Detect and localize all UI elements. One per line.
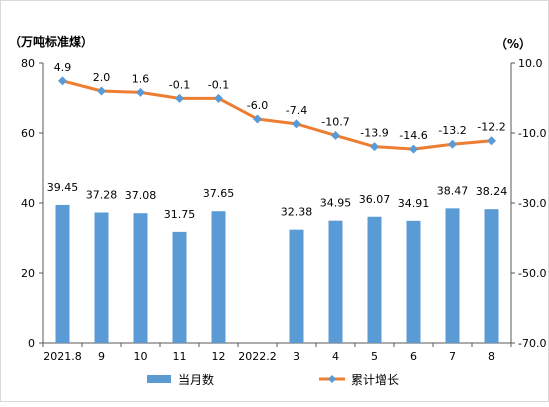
line-data-label: -13.9 xyxy=(360,127,388,140)
bar xyxy=(484,209,499,343)
x-axis-tick-label: 3 xyxy=(293,350,300,363)
x-axis-tick-label: 2022.2 xyxy=(238,350,277,363)
legend-bar-label: 当月数 xyxy=(178,372,214,387)
x-axis-tick-label: 5 xyxy=(371,350,378,363)
line-point xyxy=(331,130,340,140)
x-axis-tick-label: 11 xyxy=(173,350,187,363)
x-axis-tick-label: 7 xyxy=(449,350,456,363)
line-path xyxy=(62,79,492,151)
left-axis-tick-label: 80 xyxy=(21,57,35,70)
x-axis-tick-label: 9 xyxy=(98,350,105,363)
bar-data-label: 37.28 xyxy=(86,189,118,202)
bar xyxy=(406,220,421,343)
line-point xyxy=(175,93,184,103)
bar xyxy=(289,229,304,343)
line-data-label: -14.6 xyxy=(399,129,427,142)
line-point xyxy=(214,93,223,103)
bar-series: 39.45 37.28 37.08 31.75 37.65 32.38 34.95 36.07… xyxy=(47,181,508,343)
line-data-label: -0.1 xyxy=(208,78,229,91)
bar xyxy=(172,231,187,343)
line-point xyxy=(136,87,145,97)
left-axis-tick-label: 0 xyxy=(28,337,35,350)
line-data-label: -10.7 xyxy=(321,115,349,128)
line-data-label: -13.2 xyxy=(438,124,466,137)
bar-data-label: 39.45 xyxy=(47,181,79,194)
bar xyxy=(55,204,70,343)
line-point xyxy=(487,136,496,146)
right-axis-tick-label: -30.0 xyxy=(518,197,546,210)
right-axis-unit-label: （%） xyxy=(495,36,531,51)
bar xyxy=(367,216,382,343)
bar xyxy=(133,213,148,343)
legend: 当月数 累计增长 xyxy=(147,372,399,387)
bar xyxy=(94,212,109,343)
bar xyxy=(328,220,343,343)
line-point xyxy=(253,114,262,124)
bar-data-label: 37.08 xyxy=(125,189,157,202)
right-axis-tick-label: 10.0 xyxy=(518,57,543,70)
line-point xyxy=(370,142,379,152)
x-axis-tick-label: 6 xyxy=(410,350,417,363)
bar xyxy=(211,211,226,343)
line-data-label: 1.6 xyxy=(132,72,150,85)
bar-data-label: 34.91 xyxy=(398,197,430,210)
bar-data-label: 34.95 xyxy=(320,197,352,210)
left-axis-tick-label: 20 xyxy=(21,267,35,280)
right-axis-tick-label: -70.0 xyxy=(518,337,546,350)
x-axis-tick-label: 2021.8 xyxy=(43,350,82,363)
line-data-label: -6.0 xyxy=(247,99,268,112)
line-data-label: -7.4 xyxy=(286,104,307,117)
bar-data-label: 31.75 xyxy=(164,208,196,221)
line-data-label: 4.9 xyxy=(54,61,72,74)
left-axis-unit-label: （万吨标准煤） xyxy=(9,34,93,49)
x-axis-tick-label: 4 xyxy=(332,350,339,363)
legend-bar-swatch xyxy=(147,375,171,383)
line-series: 4.9 2.0 1.6 -0.1 -0.1 -6.0 -7.4 -10.7 -13.9 -14.6… xyxy=(54,61,506,154)
legend-line-label: 累计增长 xyxy=(351,373,399,387)
line-data-label: 2.0 xyxy=(93,71,111,84)
line-point xyxy=(448,139,457,149)
left-axis-tick-label: 60 xyxy=(21,127,35,140)
line-point xyxy=(58,76,67,86)
bar-data-label: 38.24 xyxy=(476,185,508,198)
bar xyxy=(445,208,460,343)
bar-data-label: 32.38 xyxy=(281,206,313,219)
line-data-label: -12.2 xyxy=(477,121,505,134)
legend-line-marker xyxy=(328,375,336,383)
x-axis-tick-label: 12 xyxy=(212,350,226,363)
axes: 0 20 40 60 80 10.0 -10.0 -30.0 -50.0 -70.0 2021.8 9… xyxy=(21,57,546,363)
bar-data-label: 37.65 xyxy=(203,187,235,200)
line-data-label: -0.1 xyxy=(169,78,190,91)
right-axis-tick-label: -50.0 xyxy=(518,267,546,280)
line-point xyxy=(409,144,418,154)
x-axis-tick-label: 8 xyxy=(488,350,495,363)
bar-data-label: 38.47 xyxy=(437,184,469,197)
bar-data-label: 36.07 xyxy=(359,193,391,206)
left-axis-tick-label: 40 xyxy=(21,197,35,210)
right-axis-tick-label: -10.0 xyxy=(518,127,546,140)
line-point xyxy=(292,119,301,129)
line-point xyxy=(97,86,106,96)
x-axis-tick-label: 10 xyxy=(134,350,148,363)
